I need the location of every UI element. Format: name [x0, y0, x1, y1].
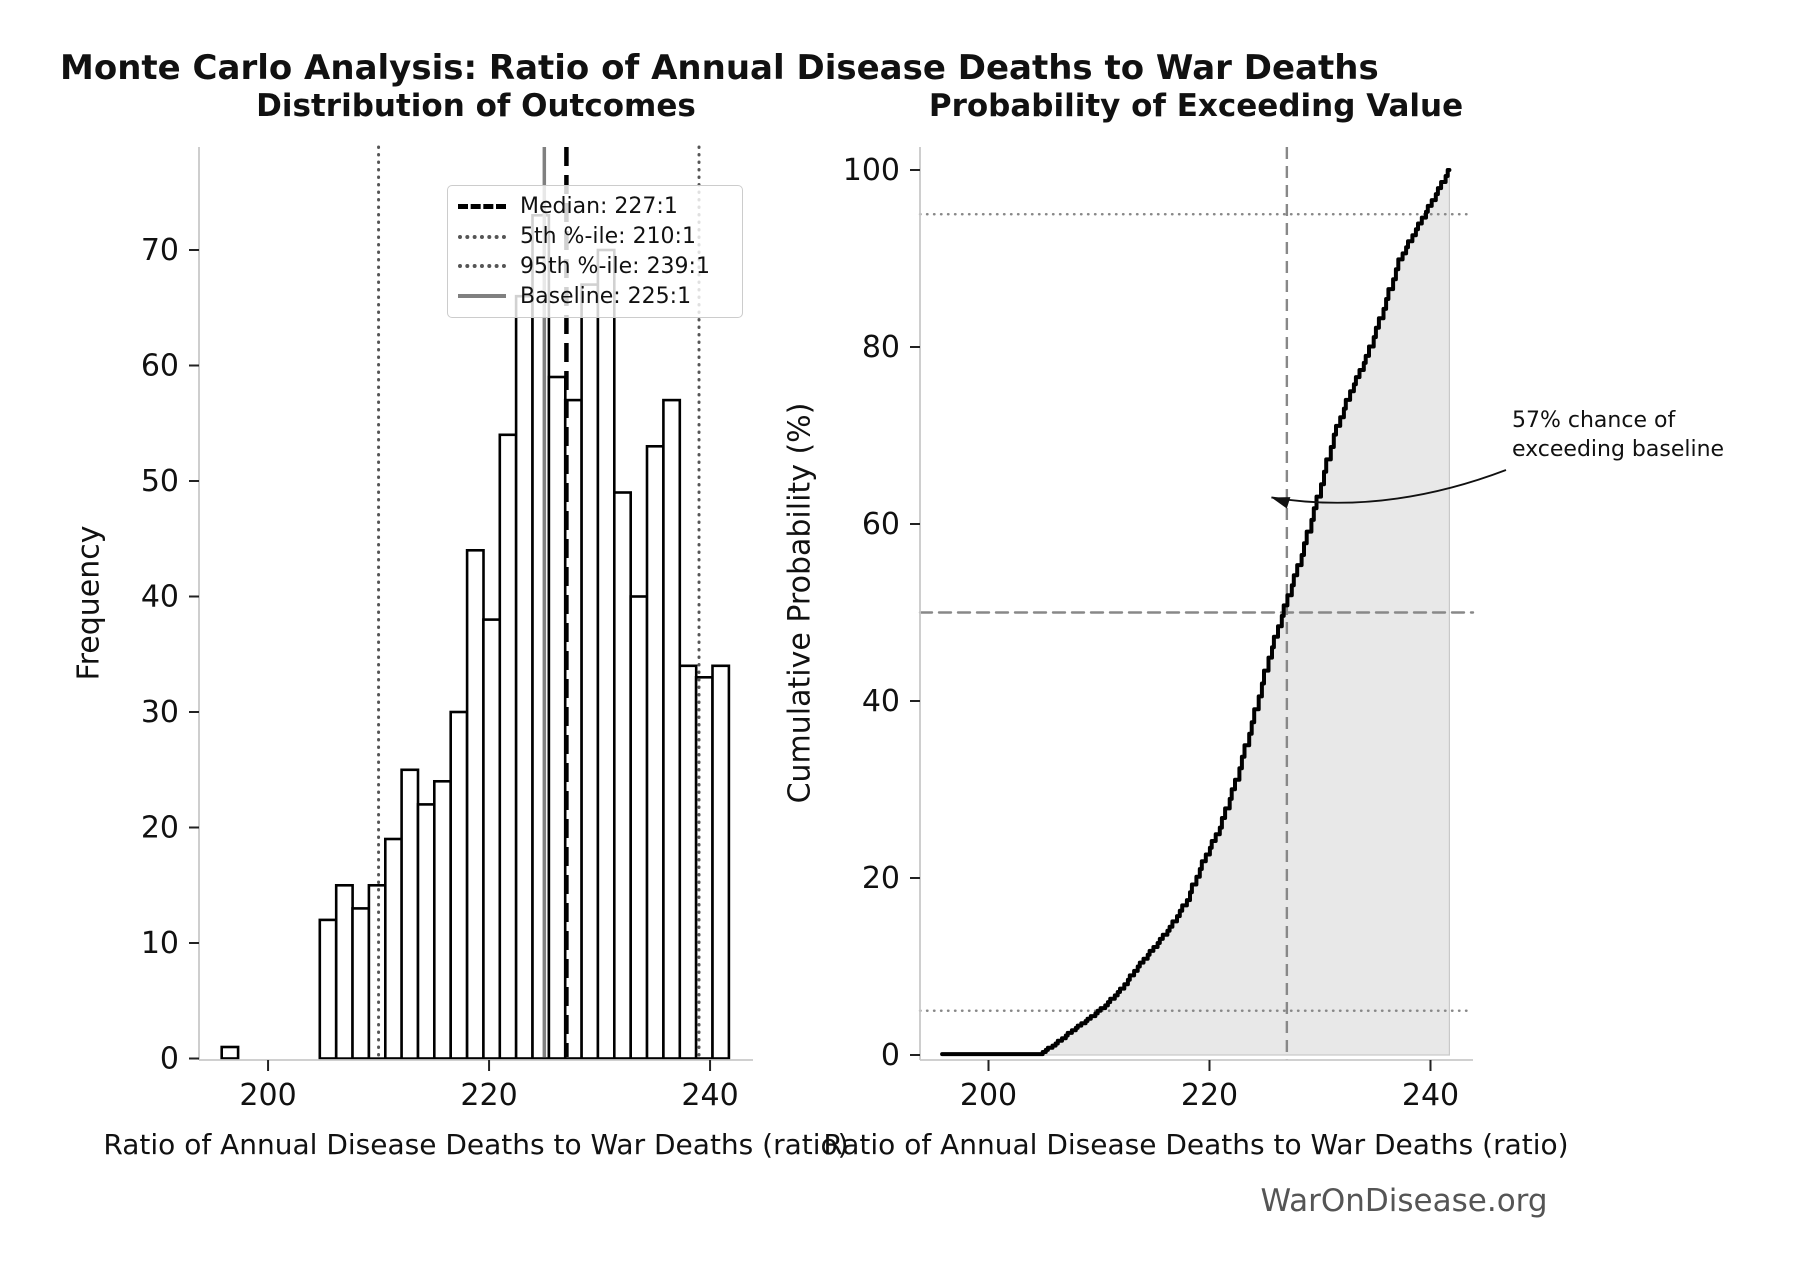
x-tick-label: 200 — [960, 1078, 1017, 1113]
right-x-axis-label: Ratio of Annual Disease Deaths to War De… — [823, 1128, 1569, 1161]
histogram-bar — [432, 779, 452, 1060]
histogram-bar — [645, 444, 665, 1060]
x-tick-label: 240 — [1402, 1078, 1459, 1113]
y-tick-label: 20 — [862, 861, 900, 896]
legend-label: Median: 227:1 — [520, 194, 678, 220]
histogram-bar — [318, 918, 338, 1060]
legend: Median: 227:1 5th %-ile: 210:1 95th %-il… — [447, 185, 743, 318]
baseline-line-sample — [458, 294, 506, 299]
histogram-bar — [678, 664, 698, 1060]
y-tick-label: 10 — [141, 926, 179, 961]
y-tick-label: 30 — [141, 695, 179, 730]
histogram-bar — [711, 664, 731, 1060]
cdf-curve — [940, 168, 1452, 1057]
histogram-bar — [514, 294, 534, 1060]
figure-title: Monte Carlo Analysis: Ratio of Annual Di… — [60, 48, 1379, 88]
percentile-line-sample — [458, 234, 506, 239]
histogram-bar — [629, 595, 649, 1060]
histogram-bar — [400, 768, 420, 1060]
y-tick-label: 80 — [862, 330, 900, 365]
legend-label: Baseline: 225:1 — [520, 283, 692, 309]
y-tick-label: 0 — [160, 1042, 179, 1077]
right-y-axis-label: Cumulative Probability (%) — [782, 402, 818, 804]
histogram-bar — [547, 375, 567, 1060]
histogram-bar — [498, 433, 518, 1060]
legend-item-median: Median: 227:1 — [458, 193, 732, 221]
histogram-bar — [612, 491, 632, 1060]
annotation-arrow-line — [1271, 469, 1507, 504]
y-tick-label: 0 — [881, 1038, 900, 1073]
y-tick-label: 60 — [141, 349, 179, 384]
percentile-line-sample — [458, 264, 506, 269]
histogram-bar — [531, 214, 551, 1060]
histogram-bar — [416, 803, 436, 1060]
histogram-bar — [449, 710, 469, 1060]
legend-item-5th-percentile: 5th %-ile: 210:1 — [458, 223, 732, 251]
left-x-axis-label: Ratio of Annual Disease Deaths to War De… — [103, 1128, 849, 1161]
x-tick-label: 240 — [681, 1078, 738, 1113]
y-tick-label: 20 — [141, 811, 179, 846]
legend-item-baseline: Baseline: 225:1 — [458, 282, 732, 310]
left-y-axis-label: Frequency — [71, 525, 107, 681]
histogram-bar — [220, 1045, 240, 1060]
left-plot-title: Distribution of Outcomes — [256, 88, 696, 124]
y-tick-label: 40 — [862, 684, 900, 719]
histogram-bar — [334, 883, 354, 1060]
x-tick-label: 220 — [1181, 1078, 1238, 1113]
legend-label: 5th %-ile: 210:1 — [520, 224, 696, 250]
legend-item-95th-percentile: 95th %-ile: 239:1 — [458, 252, 732, 280]
exceed-baseline-annotation: 57% chance of exceeding baseline — [1512, 408, 1725, 462]
right-plot-title: Probability of Exceeding Value — [928, 88, 1464, 124]
legend-label: 95th %-ile: 239:1 — [520, 253, 710, 279]
y-tick-label: 40 — [141, 580, 179, 615]
histogram-bar — [662, 398, 682, 1060]
x-tick-label: 220 — [460, 1078, 517, 1113]
histogram-bar — [465, 548, 485, 1060]
annotation-arrow-head — [1271, 497, 1291, 509]
y-tick-label: 70 — [141, 233, 179, 268]
histogram-bar — [383, 837, 403, 1060]
y-tick-label: 60 — [862, 507, 900, 542]
histogram-bar — [351, 907, 371, 1060]
x-tick-label: 200 — [239, 1078, 296, 1113]
histogram-bar — [482, 618, 502, 1060]
y-tick-label: 50 — [141, 464, 179, 499]
histogram-bar — [596, 248, 616, 1060]
histogram-bar — [580, 283, 600, 1060]
y-tick-label: 100 — [843, 153, 900, 188]
watermark: WarOnDisease.org — [1260, 1183, 1548, 1219]
median-line-sample — [458, 204, 506, 210]
